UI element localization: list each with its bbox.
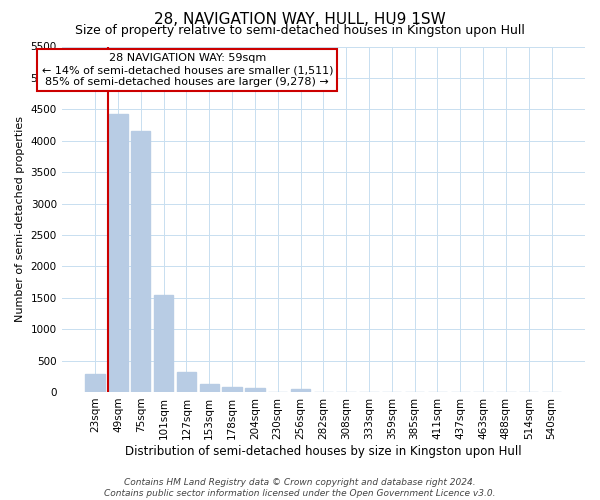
Text: Contains HM Land Registry data © Crown copyright and database right 2024.
Contai: Contains HM Land Registry data © Crown c… — [104, 478, 496, 498]
Bar — [200, 384, 219, 392]
Bar — [177, 372, 196, 392]
Text: Size of property relative to semi-detached houses in Kingston upon Hull: Size of property relative to semi-detach… — [75, 24, 525, 37]
Bar — [223, 387, 242, 392]
Bar — [131, 132, 151, 392]
Bar — [85, 374, 105, 392]
Bar — [154, 294, 173, 392]
Bar — [108, 114, 128, 392]
Bar — [291, 389, 310, 392]
X-axis label: Distribution of semi-detached houses by size in Kingston upon Hull: Distribution of semi-detached houses by … — [125, 444, 521, 458]
Y-axis label: Number of semi-detached properties: Number of semi-detached properties — [15, 116, 25, 322]
Text: 28, NAVIGATION WAY, HULL, HU9 1SW: 28, NAVIGATION WAY, HULL, HU9 1SW — [154, 12, 446, 28]
Text: 28 NAVIGATION WAY: 59sqm
← 14% of semi-detached houses are smaller (1,511)
85% o: 28 NAVIGATION WAY: 59sqm ← 14% of semi-d… — [41, 54, 333, 86]
Bar — [245, 388, 265, 392]
